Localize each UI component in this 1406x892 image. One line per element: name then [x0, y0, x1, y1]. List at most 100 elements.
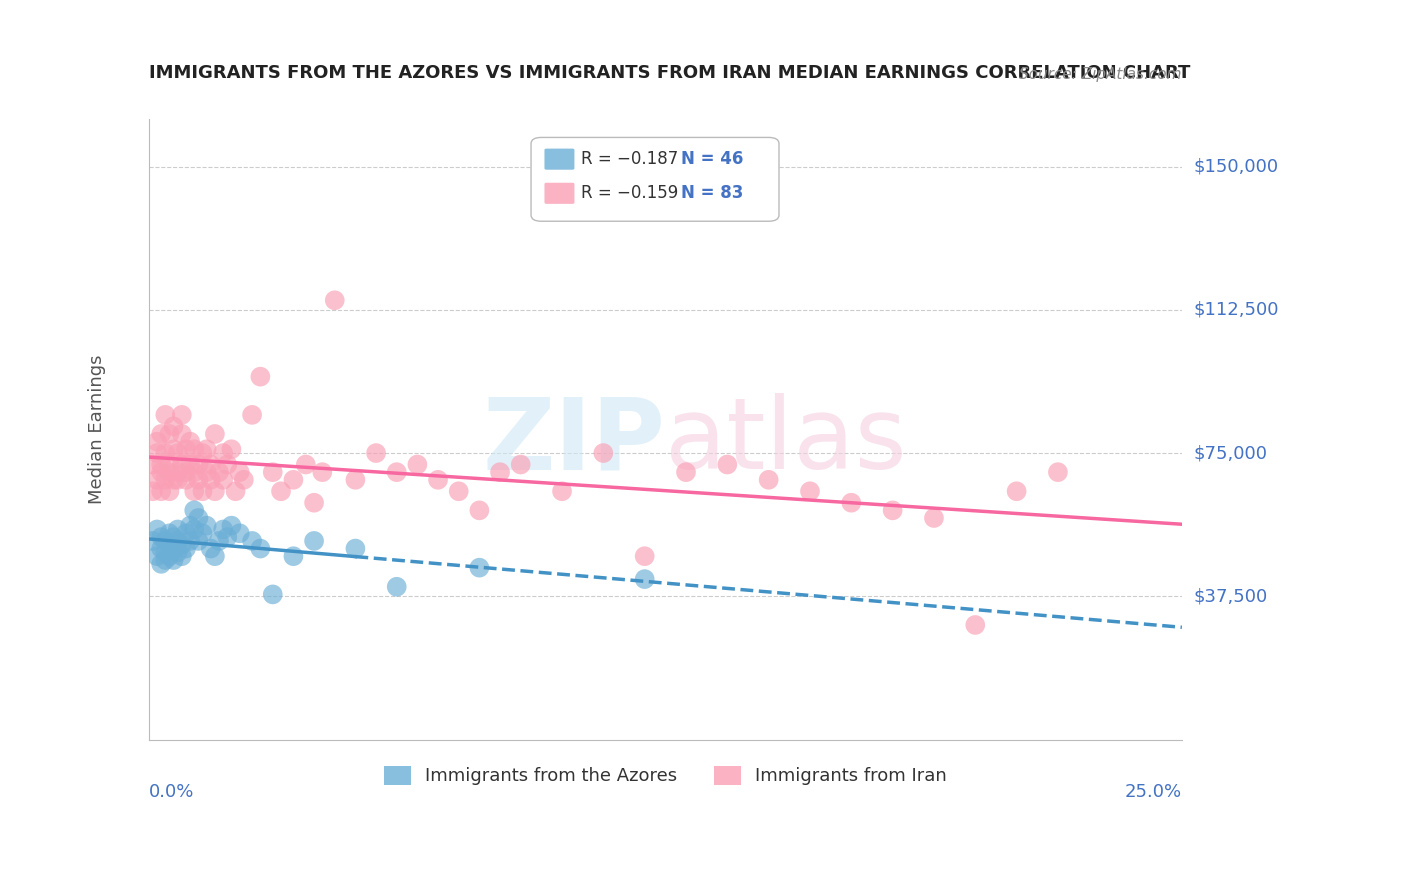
Point [195, 442, 218, 457]
Point [551, 484, 574, 499]
Point [174, 473, 197, 487]
Point [166, 465, 188, 479]
Point [150, 458, 173, 472]
Text: $75,000: $75,000 [1194, 444, 1267, 462]
Point [162, 553, 184, 567]
Point [204, 549, 226, 564]
Point [922, 511, 945, 525]
Text: $112,500: $112,500 [1194, 301, 1278, 318]
Point [200, 473, 222, 487]
Point [142, 533, 165, 548]
Point [249, 541, 271, 556]
Point [839, 496, 862, 510]
Point [166, 446, 188, 460]
Text: Source: ZipAtlas.com: Source: ZipAtlas.com [1019, 67, 1182, 81]
Point [1005, 484, 1028, 499]
Point [162, 442, 184, 457]
Point [146, 473, 169, 487]
Point [183, 442, 205, 457]
Point [166, 545, 188, 559]
Point [170, 549, 193, 564]
Point [146, 549, 169, 564]
Point [228, 465, 250, 479]
Point [155, 545, 177, 559]
Point [159, 484, 181, 499]
Point [179, 533, 201, 548]
Point [882, 503, 904, 517]
Point [183, 523, 205, 537]
Point [232, 473, 254, 487]
Point [142, 484, 165, 499]
Text: R = −0.187: R = −0.187 [581, 150, 678, 169]
Point [675, 465, 697, 479]
Point [162, 419, 184, 434]
Point [212, 446, 235, 460]
Point [146, 523, 169, 537]
Point [195, 518, 218, 533]
Point [150, 557, 173, 571]
Point [758, 473, 780, 487]
Point [200, 541, 222, 556]
Point [187, 511, 209, 525]
Text: N = 46: N = 46 [681, 150, 744, 169]
Point [191, 484, 214, 499]
Point [142, 458, 165, 472]
Point [170, 458, 193, 472]
Point [150, 530, 173, 544]
Point [191, 526, 214, 541]
Point [155, 553, 177, 567]
Point [212, 473, 235, 487]
Point [240, 408, 263, 422]
Point [166, 523, 188, 537]
Point [204, 484, 226, 499]
Point [183, 484, 205, 499]
Point [283, 549, 305, 564]
FancyBboxPatch shape [544, 149, 575, 169]
Point [302, 496, 325, 510]
Point [385, 465, 408, 479]
Point [150, 427, 173, 442]
Point [200, 458, 222, 472]
Point [489, 465, 512, 479]
Point [174, 442, 197, 457]
Point [716, 458, 738, 472]
Point [162, 541, 184, 556]
Text: 0.0%: 0.0% [149, 783, 194, 801]
Point [634, 549, 657, 564]
Point [262, 465, 284, 479]
Point [212, 523, 235, 537]
Point [159, 427, 181, 442]
Point [447, 484, 470, 499]
Point [174, 526, 197, 541]
FancyBboxPatch shape [531, 137, 779, 221]
Point [179, 458, 201, 472]
Point [249, 369, 271, 384]
Point [217, 530, 239, 544]
Point [187, 473, 209, 487]
Point [174, 541, 197, 556]
Text: $37,500: $37,500 [1194, 587, 1267, 606]
Point [364, 446, 387, 460]
Point [217, 458, 239, 472]
Point [344, 541, 367, 556]
Text: R = −0.159: R = −0.159 [581, 185, 678, 202]
Point [965, 618, 987, 632]
Point [159, 549, 181, 564]
Legend: Immigrants from the Azores, Immigrants from Iran: Immigrants from the Azores, Immigrants f… [377, 759, 955, 793]
Point [204, 427, 226, 442]
Point [228, 526, 250, 541]
Text: $150,000: $150,000 [1194, 158, 1278, 176]
Point [150, 541, 173, 556]
Text: atlas: atlas [665, 393, 907, 490]
Point [155, 446, 177, 460]
Point [344, 473, 367, 487]
Point [187, 533, 209, 548]
Point [240, 533, 263, 548]
Point [225, 484, 247, 499]
Point [146, 446, 169, 460]
Point [166, 473, 188, 487]
Point [166, 533, 188, 548]
Point [155, 533, 177, 548]
Point [159, 458, 181, 472]
Point [406, 458, 429, 472]
